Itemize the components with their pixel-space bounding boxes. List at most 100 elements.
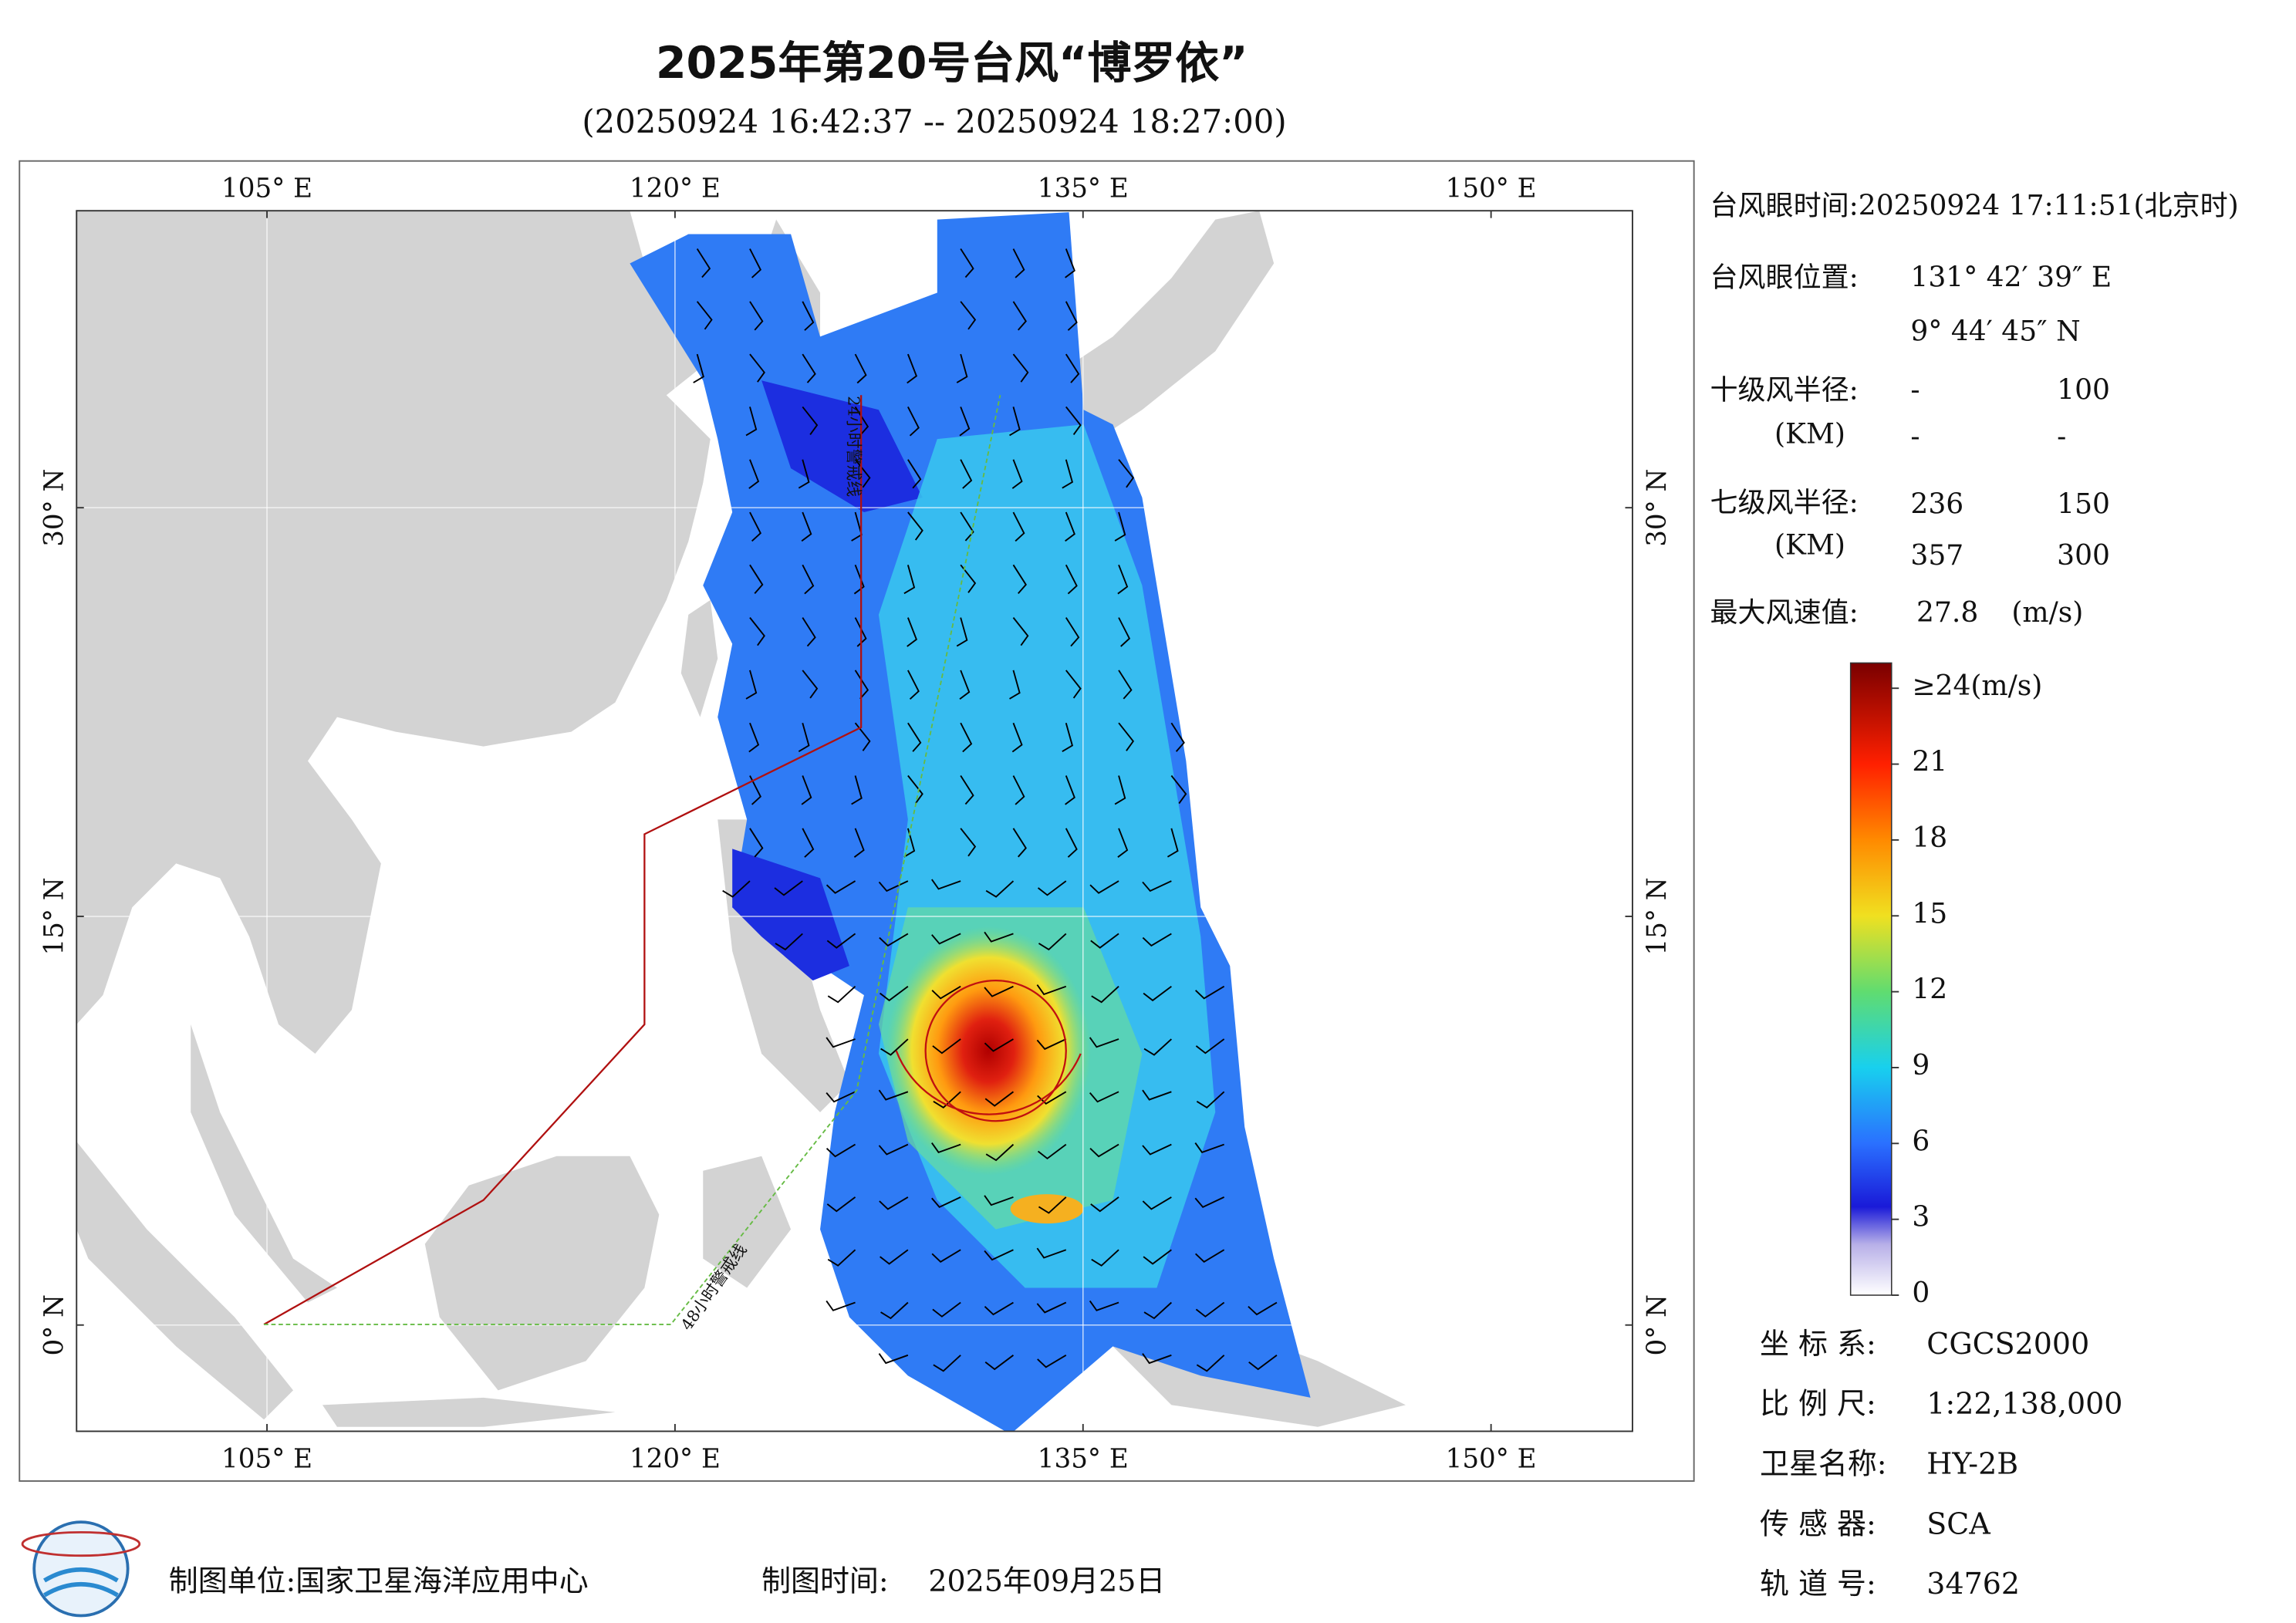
wind-barb [854, 406, 869, 437]
wind-barb [775, 933, 803, 951]
wind-barb [903, 828, 916, 858]
wind-barb [1090, 1196, 1119, 1213]
wind-barb [749, 511, 761, 542]
value: 236 [1910, 488, 1963, 520]
x-tick-label: 135° E [1038, 174, 1129, 204]
wind-barb [880, 985, 909, 1002]
wind-barb [802, 564, 815, 595]
x-tick-label: 105° E [221, 1443, 312, 1474]
meta-value: 34762 [1926, 1567, 2020, 1601]
wind-barb [1114, 775, 1126, 805]
x-tick-label: 120° E [630, 174, 721, 204]
wind-barb [1065, 564, 1078, 595]
wind-barb [1114, 511, 1126, 542]
wind-barb [931, 1196, 961, 1208]
meta-value: 1:22,138,000 [1926, 1387, 2122, 1421]
map: 24小时警戒线 48小时警戒线 [76, 211, 1633, 1432]
wind-barb [827, 986, 856, 1004]
colorbar-label: ≥24(m/s) [1912, 670, 2042, 702]
info-panel: 台风眼时间:20250924 17:11:51(北京时) 台风眼位置: 131°… [1710, 190, 2239, 628]
wind-barb [956, 617, 968, 647]
meta-value: HY-2B [1926, 1446, 2018, 1480]
wind-barb [1118, 722, 1135, 751]
wind-barb [960, 511, 974, 542]
logo [21, 1520, 141, 1618]
wind-barb [1012, 617, 1029, 646]
wind-barb [1012, 775, 1025, 805]
wind-barb [1062, 459, 1074, 489]
wind-barb [1248, 1355, 1278, 1371]
wind-barb [1089, 1091, 1119, 1103]
x-tick-label: 105° E [221, 174, 312, 204]
meta-value: SCA [1926, 1507, 1990, 1540]
wind-barb [931, 879, 961, 890]
meta-label: 传 感 器: [1760, 1507, 1876, 1540]
wind-barb [985, 880, 1015, 898]
wind-barb [745, 407, 758, 437]
wind-barb [907, 670, 920, 700]
wind-barb [1118, 670, 1133, 700]
wind-barb [1036, 1301, 1067, 1314]
y-tick-label: 0° N [39, 1294, 70, 1355]
wind-barb [1248, 1301, 1278, 1316]
wind-barb [1196, 1091, 1225, 1108]
wind-barb [745, 670, 758, 700]
wind-barb [1065, 248, 1075, 278]
unit: (KM) [1774, 530, 1845, 562]
wind-barb [1142, 1353, 1172, 1365]
value: - [1910, 374, 1920, 406]
colorbar-label: 21 [1912, 747, 1947, 778]
meta-label: 比 例 尺: [1760, 1387, 1876, 1421]
wind-barb [1195, 985, 1225, 1000]
value: 300 [2057, 540, 2110, 572]
wind-barb [1195, 1249, 1225, 1263]
wind-barb [960, 459, 973, 489]
wind-barb [802, 301, 815, 331]
wind-barb [1037, 880, 1067, 896]
wind-barb [722, 880, 751, 898]
y-tick-label: 30° N [39, 469, 70, 547]
wind-barb [907, 406, 920, 437]
wind-barb [826, 1091, 856, 1103]
wind-barb [1062, 722, 1074, 753]
wind-barb [851, 775, 863, 805]
wind-barb [1117, 828, 1129, 858]
value: 27.8 [1916, 597, 1978, 629]
wind-barb [1143, 1301, 1172, 1320]
meta-label: 卫星名称: [1760, 1446, 1887, 1480]
label: 十级风半径: [1710, 374, 1859, 406]
wind-barb [956, 353, 968, 383]
wind-barb [801, 511, 812, 542]
wind-barb [933, 1355, 961, 1372]
wind-barb [878, 1089, 909, 1101]
wind-barb [1089, 1143, 1119, 1158]
value: - [2057, 421, 2066, 453]
unit: (KM) [1774, 418, 1845, 450]
wind-barb [1091, 986, 1119, 1004]
wind-barb [854, 353, 867, 384]
label: 台风眼位置: [1710, 262, 1859, 293]
footer-label: 制图时间: [761, 1564, 889, 1598]
wind-barb [984, 1195, 1014, 1206]
y-tick-label: 15° N [39, 877, 70, 955]
wind-barb [960, 828, 977, 857]
wind-barb [907, 722, 922, 752]
wind-barb [749, 353, 765, 383]
wind-barb [932, 1301, 961, 1318]
annotation: 24小时警戒线 [844, 396, 863, 497]
wind-barb [1089, 1037, 1119, 1048]
wind-barb [1036, 1038, 1067, 1051]
colorbar-label: 3 [1912, 1202, 1930, 1233]
wind-barb [748, 459, 760, 489]
wind-barb [960, 564, 977, 593]
wind-barb [1142, 1196, 1172, 1210]
wind-barb [1038, 1196, 1067, 1214]
eye-lat: 9° 44′ 45″ N [1910, 316, 2080, 348]
wind-barb [1012, 353, 1029, 383]
wind-barb [1065, 670, 1082, 699]
x-tick-label: 150° E [1446, 174, 1537, 204]
wind-barb [1036, 1247, 1067, 1259]
wind-barb [960, 722, 973, 753]
wind-barb [878, 1143, 909, 1156]
wind-barb [1065, 301, 1078, 331]
